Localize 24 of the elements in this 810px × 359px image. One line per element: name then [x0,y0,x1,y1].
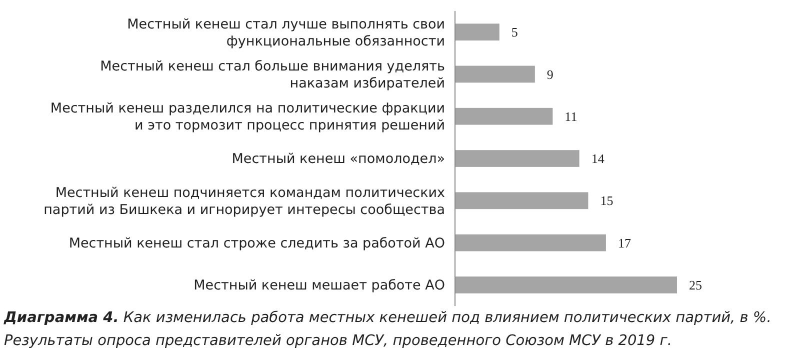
data-label: 14 [591,151,605,166]
y-tick-label: Местный кенеш стал больше внимания уделять наказам избирателей [100,58,446,92]
text: Диаграмма 4. [3,310,119,326]
y-tick-label: Местный кенеш разделился на политические фракции и это тормозит процесс принятия решений [50,100,445,134]
bar [455,108,553,125]
y-tick-label: Местный кенеш стал строже следить за работой АО [68,236,445,252]
data-label: 9 [546,66,554,82]
bar [455,192,588,210]
bar [455,66,535,83]
y-tick-label: Местный кенеш подчиняется командам политических партий из Бишкека и игнорирует интересы сообщества [44,184,445,218]
y-tick-label: Местный кенеш «помолодел» [232,151,445,168]
y-tick-label: Местный кенеш стал лучше выполнять свои функциональные обязанности [127,16,445,50]
bar [455,150,580,167]
data-label: 17 [618,235,632,250]
data-label: 11 [564,108,578,124]
bar [455,276,677,294]
data-label: 25 [689,277,702,292]
bar [455,24,500,40]
text: Как изменилась работа местных кенешей под влиянием политических партий, в %. [118,310,772,326]
text: Результаты опроса представителей органов МСУ, проведенного Союзом МСУ в 2019 г. [4,333,672,349]
y-tick-label: Местный кенеш мешает работе АО [194,278,445,294]
bar [455,234,606,252]
data-label: 5 [511,24,518,40]
data-label: 15 [600,193,614,208]
